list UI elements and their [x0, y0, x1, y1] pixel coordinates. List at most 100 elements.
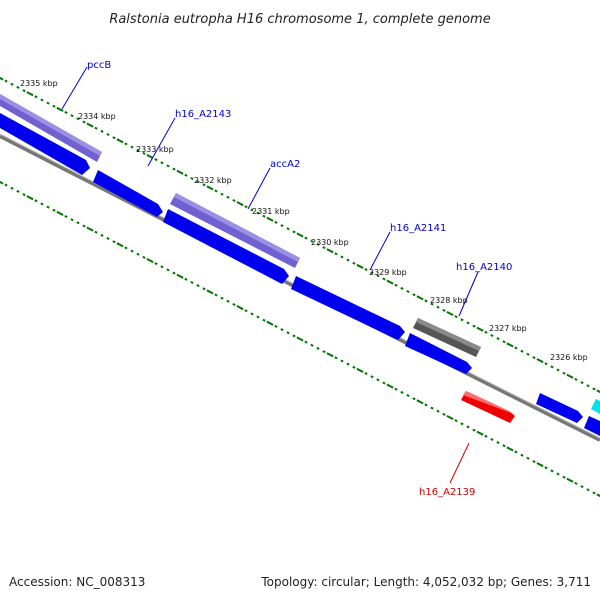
major-tick-mark [86, 226, 94, 232]
major-tick-mark [476, 326, 484, 332]
major-tick-mark [266, 320, 274, 326]
minor-tick-mark [142, 151, 146, 155]
minor-tick-mark [100, 233, 104, 237]
gene-label-h16_A2139[interactable]: h16_A2139 [419, 487, 475, 498]
minor-tick-mark [82, 120, 86, 124]
minor-tick-mark [370, 271, 374, 275]
minor-tick-mark [382, 277, 386, 281]
minor-tick-mark [334, 252, 338, 256]
minor-tick-mark [202, 183, 206, 187]
gene-minus-1[interactable] [0, 113, 90, 175]
gene-label-h16_A2143[interactable]: h16_A2143 [175, 109, 231, 120]
selected-gene-group [461, 391, 515, 423]
minor-tick-mark [514, 450, 518, 454]
major-tick-mark [146, 154, 154, 159]
gene-minus-3[interactable] [163, 209, 289, 284]
minor-tick-mark [364, 268, 368, 271]
scale-label: 2328 kbp [430, 296, 468, 305]
minor-tick-mark [472, 324, 476, 328]
minor-tick-mark [430, 302, 434, 306]
gene-minus-5[interactable] [405, 333, 472, 374]
minor-tick-mark [214, 189, 218, 193]
major-tick-mark [26, 195, 34, 201]
major-tick-mark [326, 352, 334, 358]
minor-tick-mark [46, 101, 50, 105]
minor-tick-mark [286, 331, 290, 335]
minor-tick-mark [112, 240, 116, 244]
minor-tick-mark [64, 111, 68, 114]
minor-tick-mark [574, 481, 578, 485]
minor-tick-mark [436, 305, 440, 309]
minor-tick-mark [226, 299, 230, 303]
major-tick-mark [536, 358, 544, 364]
major-tick-mark [476, 430, 484, 436]
minor-tick-mark [184, 173, 188, 177]
gene-label-h16_A2140[interactable]: h16_A2140 [456, 262, 512, 273]
minor-tick-mark [490, 438, 494, 441]
major-tick-mark [356, 367, 364, 373]
minor-tick-mark [154, 158, 158, 162]
minor-tick-mark [544, 362, 548, 366]
gene-label-h16_A2141[interactable]: h16_A2141 [390, 223, 446, 234]
scale-label: 2334 kbp [78, 112, 116, 121]
minor-tick-mark [550, 365, 554, 369]
major-tick-mark [236, 201, 244, 207]
minor-tick-mark [310, 343, 314, 347]
minor-tick-mark [64, 215, 68, 218]
minor-tick-mark [520, 453, 524, 457]
gene-labels: pccB h16_A2143 accA2 h16_A2141 h16_A2140… [87, 60, 512, 498]
gene-label-pccB[interactable]: pccB [87, 60, 111, 71]
minor-tick-mark [100, 129, 104, 133]
gene-label-accA2[interactable]: accA2 [270, 159, 300, 170]
minor-tick-mark [214, 293, 218, 297]
minor-tick-mark [292, 230, 296, 234]
gene-h16_A2141[interactable] [291, 276, 405, 340]
minor-tick-mark [400, 390, 404, 394]
minor-tick-mark [346, 362, 350, 366]
gene-minus-6[interactable] [536, 393, 583, 423]
major-tick-mark [386, 279, 394, 285]
minor-tick-mark [406, 394, 410, 397]
major-tick-mark [176, 273, 184, 279]
minor-tick-mark [124, 142, 128, 146]
minor-tick-mark [442, 412, 446, 416]
minor-tick-mark [274, 220, 278, 224]
minor-tick-mark [340, 359, 344, 363]
minor-tick-mark [550, 469, 554, 473]
gene-h16_A2143[interactable] [93, 170, 163, 217]
minor-tick-mark [166, 268, 170, 272]
minor-tick-mark [310, 239, 314, 243]
minor-tick-mark [580, 381, 584, 385]
minor-tick-mark [586, 384, 590, 388]
minor-tick-mark [10, 82, 14, 86]
major-tick-mark [356, 263, 364, 269]
plus-strand-genes [0, 94, 600, 414]
minor-tick-mark [172, 271, 176, 275]
minor-tick-mark [454, 419, 458, 423]
minor-tick-mark [352, 365, 356, 369]
scale-label: 2331 kbp [252, 207, 290, 216]
minor-tick-mark [316, 242, 320, 246]
gene-partial-feature[interactable] [591, 399, 600, 414]
minor-tick-mark [52, 208, 56, 212]
scale-labels: 2335 kbp 2334 kbp 2333 kbp 2332 kbp 2331… [20, 79, 588, 362]
minor-tick-mark [322, 350, 326, 354]
minor-tick-mark [574, 377, 578, 381]
minor-tick-mark [532, 356, 536, 359]
major-tick-mark [566, 373, 574, 379]
minor-tick-mark [580, 485, 584, 489]
minor-tick-mark [34, 199, 38, 203]
major-tick-mark [506, 446, 514, 452]
minor-tick-mark [190, 177, 194, 180]
minor-tick-mark [466, 425, 470, 429]
minor-tick-mark [130, 145, 134, 149]
minor-tick-mark [286, 227, 290, 231]
minor-tick-mark [40, 98, 44, 102]
minor-tick-mark [70, 114, 74, 118]
major-tick-mark [176, 169, 184, 175]
minor-tick-mark [202, 287, 206, 291]
minor-tick-mark [280, 224, 284, 228]
gene-minus-7[interactable] [584, 416, 600, 436]
minor-tick-mark [82, 224, 86, 228]
minor-tick-mark [382, 381, 386, 385]
